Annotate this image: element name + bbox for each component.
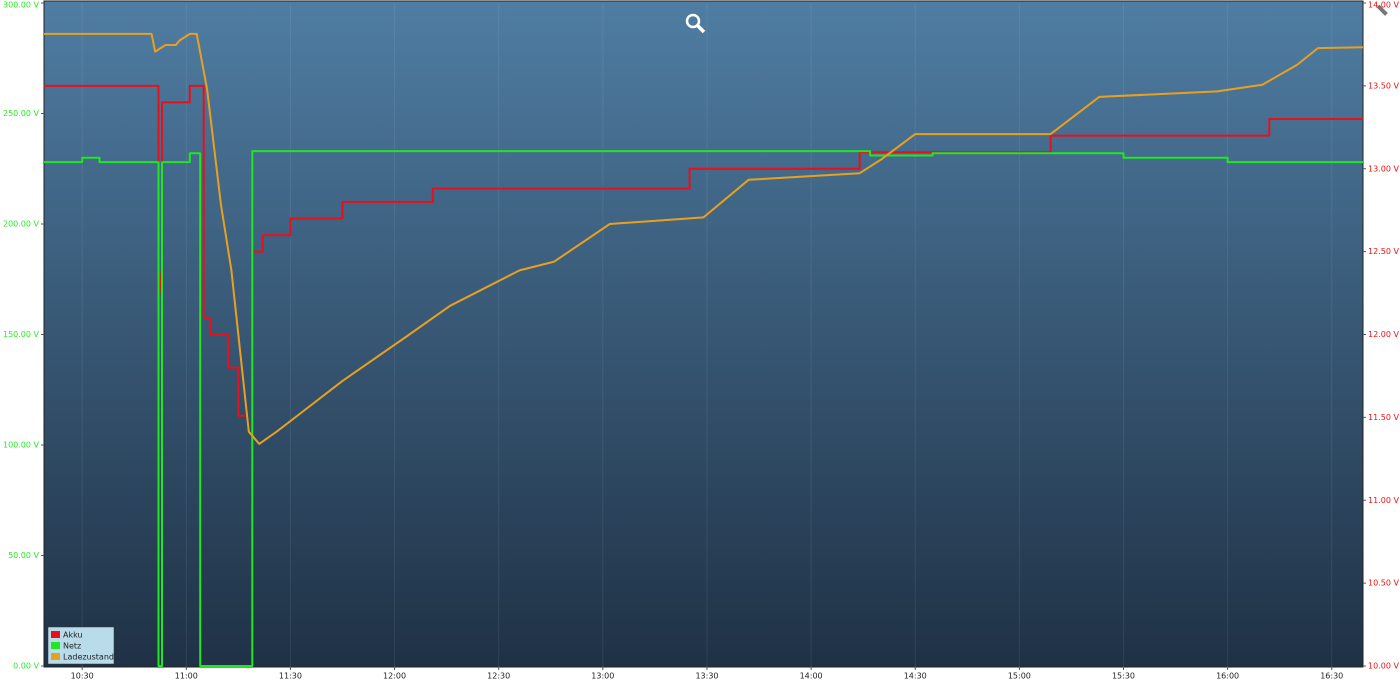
y-tick-label: 150.00 V — [3, 330, 40, 339]
x-tick-label: 14:00 — [800, 672, 823, 681]
x-tick-label: 13:00 — [591, 672, 614, 681]
x-tick-label: 11:30 — [279, 672, 302, 681]
legend-swatch — [51, 642, 60, 649]
y-tick-label: 100.00 V — [3, 441, 40, 450]
y-tick-label: 250.00 V — [3, 109, 40, 118]
y2-tick-label: 11.50 V — [1368, 413, 1399, 422]
legend: Akku Netz Ladezustand — [47, 626, 115, 665]
legend-label: Akku — [63, 631, 83, 640]
series-line — [44, 84, 1363, 417]
y-tick-label: 50.00 V — [8, 551, 39, 560]
y2-tick-label: 10.50 V — [1368, 579, 1399, 588]
y2-tick-label: 11.00 V — [1368, 496, 1399, 505]
y-tick-label: 0.00 V — [13, 662, 39, 671]
y2-tick-label: 12.00 V — [1368, 330, 1399, 339]
zoom-icon[interactable] — [685, 13, 706, 34]
x-tick-label: 16:00 — [1216, 672, 1239, 681]
legend-swatch — [51, 653, 60, 660]
x-tick-label: 11:00 — [175, 672, 198, 681]
plot-area — [43, 0, 1364, 668]
x-tick-label: 12:00 — [383, 672, 406, 681]
series-line — [44, 150, 1363, 667]
x-tick-label: 15:30 — [1112, 672, 1135, 681]
y2-tick-label: 13.00 V — [1368, 164, 1399, 173]
x-tick-label: 15:00 — [1008, 672, 1031, 681]
edit-icon[interactable] — [1376, 4, 1388, 16]
y2-tick-label: 12.50 V — [1368, 247, 1399, 256]
x-tick-label: 14:30 — [904, 672, 927, 681]
x-tick-label: 16:30 — [1320, 672, 1343, 681]
y2-tick-label: 14.00 V — [1368, 1, 1399, 10]
x-tick-label: 13:30 — [695, 672, 718, 681]
legend-label: Netz — [63, 642, 81, 651]
y-tick-label: 300.00 V — [3, 1, 40, 10]
x-tick-label: 12:30 — [487, 672, 510, 681]
legend-label: Ladezustand — [63, 653, 114, 662]
legend-swatch — [51, 631, 60, 638]
series-line — [44, 32, 1364, 445]
y-tick-label: 200.00 V — [3, 220, 40, 229]
y2-tick-label: 13.50 V — [1368, 81, 1399, 90]
y2-tick-label: 10.00 V — [1368, 662, 1399, 671]
x-tick-label: 10:30 — [71, 672, 94, 681]
